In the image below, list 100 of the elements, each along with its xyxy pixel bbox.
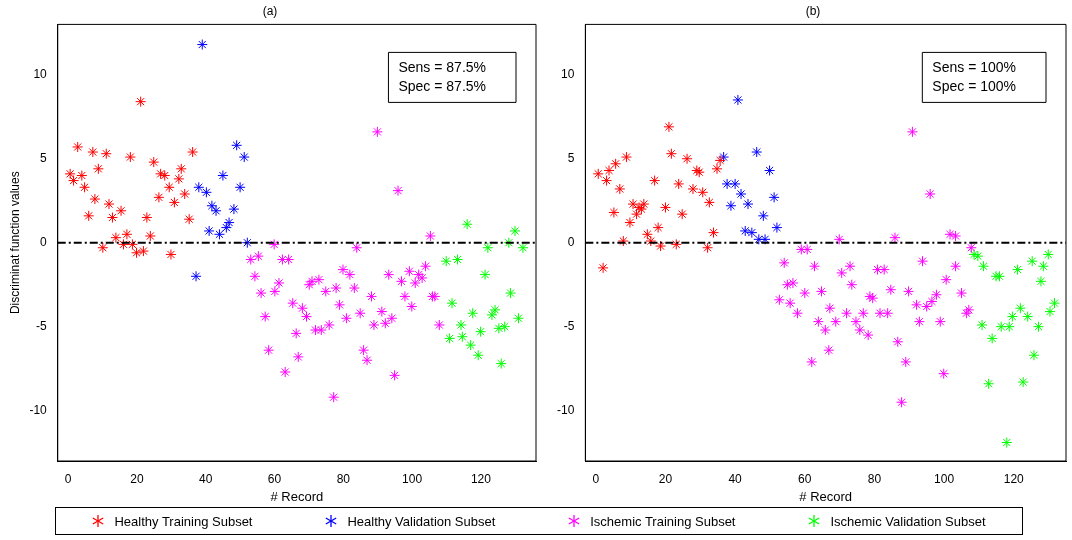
point: [1012, 264, 1024, 276]
point: [283, 253, 295, 265]
point: [479, 269, 491, 281]
point: [348, 282, 360, 294]
point: [735, 188, 747, 200]
point: [917, 255, 928, 267]
y-tick-label: -5: [36, 318, 48, 333]
point: [366, 290, 378, 302]
point: [725, 200, 737, 212]
x-tick-label: 20: [130, 471, 144, 486]
point: [165, 248, 177, 260]
point: [241, 237, 253, 249]
point: [234, 181, 246, 193]
point: [126, 238, 138, 250]
point: [950, 230, 962, 242]
point: [472, 349, 484, 361]
x-tick-label: 100: [934, 471, 955, 486]
point: [676, 208, 688, 220]
y-tick-label: 10: [560, 67, 575, 82]
point: [328, 391, 340, 403]
point: [850, 316, 862, 328]
point: [739, 225, 751, 237]
point: [148, 156, 160, 168]
point: [252, 250, 264, 262]
point: [269, 285, 281, 297]
point: [131, 247, 143, 259]
point: [220, 222, 232, 234]
point: [193, 181, 205, 193]
point: [608, 206, 620, 218]
point: [354, 307, 366, 319]
point: [815, 285, 827, 297]
point: [854, 324, 866, 336]
point: [1026, 255, 1038, 267]
point: [768, 191, 780, 203]
point: [809, 260, 821, 272]
point: [846, 279, 858, 291]
point: [409, 277, 421, 289]
x-tick-label: 60: [267, 471, 282, 486]
point: [153, 191, 165, 203]
point: [911, 299, 923, 311]
point: [1014, 302, 1026, 314]
point: [830, 316, 842, 328]
point: [655, 240, 667, 252]
point: [833, 233, 845, 245]
point: [509, 225, 521, 237]
annotation: Spec = 87.5%: [398, 77, 486, 94]
point: [771, 222, 783, 234]
point: [645, 235, 657, 247]
point: [614, 183, 626, 195]
y-tick-label: 5: [567, 151, 575, 166]
x-tick-label: 120: [470, 471, 492, 486]
point: [1028, 349, 1040, 361]
point: [465, 339, 477, 351]
point: [1044, 306, 1056, 318]
point: [601, 175, 613, 187]
point: [383, 269, 395, 281]
point: [330, 282, 342, 294]
point: [784, 297, 796, 309]
point: [389, 369, 401, 381]
x-tick-label: 0: [592, 471, 600, 486]
point: [638, 198, 650, 210]
point: [203, 225, 215, 237]
point: [290, 327, 302, 339]
point: [155, 168, 167, 180]
point: [273, 277, 285, 289]
point: [334, 299, 346, 311]
point: [440, 255, 452, 267]
point: [874, 307, 886, 319]
point: [76, 170, 88, 182]
point: [976, 319, 988, 331]
point: [968, 248, 980, 260]
point: [196, 39, 208, 51]
point: [313, 274, 325, 286]
x-tick-label: 100: [402, 471, 423, 486]
point: [446, 297, 458, 309]
point: [279, 366, 291, 378]
point: [844, 260, 856, 272]
point: [742, 198, 754, 210]
point: [627, 198, 639, 210]
point: [857, 307, 869, 319]
point: [983, 378, 995, 390]
point: [708, 227, 720, 239]
x-axis-title: # Record: [799, 488, 853, 504]
point: [503, 237, 515, 249]
point: [505, 287, 517, 299]
legend-label: Ischemic Training Subset: [590, 513, 736, 529]
point: [379, 317, 391, 329]
point: [100, 148, 112, 160]
point: [392, 185, 404, 197]
point: [673, 178, 685, 190]
chart-title: (a): [262, 3, 278, 18]
x-tick-label: 60: [798, 471, 812, 486]
point: [1049, 297, 1061, 309]
point: [617, 235, 629, 247]
y-tick-label: 0: [40, 235, 48, 250]
point: [183, 213, 195, 225]
point: [351, 242, 363, 254]
point: [711, 163, 723, 175]
point: [315, 324, 327, 336]
x-tick-label: 20: [658, 471, 673, 486]
